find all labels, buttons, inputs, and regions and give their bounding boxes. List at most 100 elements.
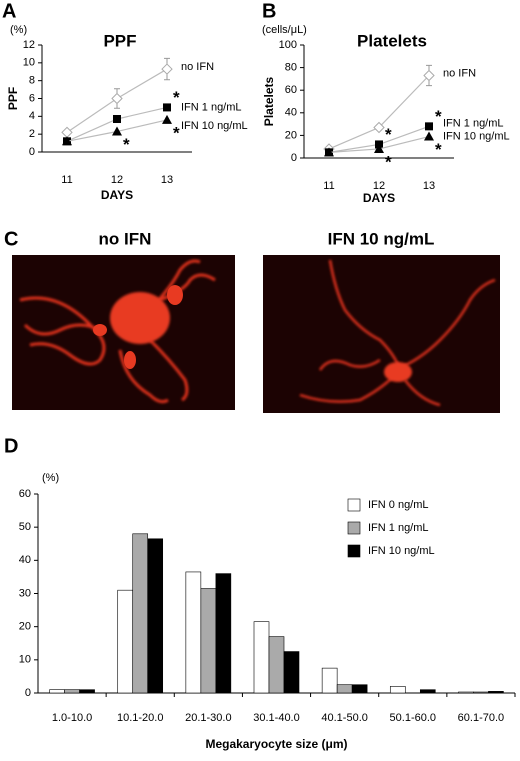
legend-label: IFN 0 ng/mL (368, 499, 429, 511)
x-tick-label: 11 (61, 174, 72, 186)
y-tick-label: 20 (19, 621, 31, 633)
bar (147, 538, 164, 694)
legend-swatch (347, 498, 361, 512)
marker (163, 103, 171, 112)
bar (64, 689, 80, 694)
y-tick-label: 10 (19, 654, 31, 666)
significance: * (435, 107, 442, 126)
y-tick-label: 12 (23, 39, 35, 51)
y-tick-label: 40 (285, 107, 297, 119)
legend-label: IFN 1 ng/mL (181, 101, 242, 113)
marker (161, 63, 173, 75)
x-tick-label: 13 (161, 174, 173, 186)
y-tick-label: 6 (29, 92, 35, 104)
y-tick-label: 60 (19, 488, 31, 500)
y-axis-label: PPF (6, 87, 20, 110)
panel-label: D (4, 435, 18, 457)
y-tick-label: 60 (285, 84, 297, 96)
y-tick-label: 50 (19, 521, 31, 533)
bar (351, 684, 368, 694)
chart-title: Platelets (357, 31, 427, 50)
bar (132, 533, 149, 694)
image-title: IFN 10 ng/mL (328, 229, 435, 248)
legend-label: IFN 1 ng/mL (443, 117, 504, 129)
bar (419, 689, 436, 694)
marker (324, 147, 334, 157)
y-tick-label: 30 (19, 587, 31, 599)
bar (473, 691, 489, 694)
bar (458, 691, 474, 694)
x-tick-label: 40.1-50.0 (321, 712, 367, 724)
y-tick-label: 80 (285, 62, 297, 74)
y-tick-label: 100 (279, 39, 297, 51)
unit-label: (cells/μL) (262, 24, 307, 36)
bar (389, 686, 406, 694)
panel-label: C (4, 228, 18, 250)
x-tick-label: 11 (323, 180, 334, 192)
x-tick-label: 60.1-70.0 (458, 712, 504, 724)
y-tick-label: 2 (29, 128, 35, 140)
x-tick-label: 12 (373, 180, 385, 192)
significance: * (385, 125, 392, 144)
y-tick-label: 0 (25, 687, 31, 699)
marker (162, 114, 172, 124)
bar (283, 651, 300, 694)
bar (200, 588, 217, 694)
marker (424, 131, 434, 141)
y-tick-label: 0 (29, 146, 35, 158)
bar (268, 636, 285, 694)
y-tick-label: 10 (23, 57, 35, 69)
y-tick-label: 8 (29, 75, 35, 87)
x-tick-label: 1.0-10.0 (52, 712, 92, 724)
bar (336, 684, 353, 694)
marker (113, 115, 121, 124)
legend-label: no IFN (443, 67, 476, 79)
x-tick-label: 13 (423, 180, 435, 192)
x-tick-label: 20.1-30.0 (185, 712, 231, 724)
bar (488, 691, 504, 694)
legend-label: IFN 1 ng/mL (368, 522, 429, 534)
x-tick-label: 10.1-20.0 (117, 712, 163, 724)
x-tick-label: 12 (111, 174, 123, 186)
series-line (328, 75, 430, 150)
x-tick-label: 50.1-60.0 (390, 712, 436, 724)
significance: * (173, 88, 180, 107)
legend-label: IFN 10 ng/mL (181, 120, 248, 132)
marker (425, 122, 433, 131)
marker (373, 121, 385, 134)
legend-swatch (347, 544, 361, 558)
legend-swatch (347, 521, 361, 535)
bar (117, 589, 134, 694)
bar (185, 571, 202, 694)
panel-label: A (2, 0, 16, 22)
unit-label: (%) (10, 24, 27, 36)
significance: * (435, 140, 442, 159)
y-tick-label: 40 (19, 554, 31, 566)
x-axis-label: DAYS (363, 191, 395, 205)
panel-label: B (262, 0, 276, 22)
significance: * (173, 123, 180, 142)
marker (61, 126, 73, 139)
marker (111, 92, 123, 105)
legend-label: no IFN (181, 61, 214, 73)
y-tick-label: 20 (285, 129, 297, 141)
x-axis-label: Megakaryocyte size (μm) (205, 737, 347, 751)
micrograph (12, 255, 500, 413)
image-title: no IFN (99, 229, 152, 248)
unit-label: (%) (42, 472, 59, 484)
marker (112, 126, 122, 136)
y-tick-label: 4 (29, 110, 35, 122)
x-axis-label: DAYS (101, 188, 133, 202)
chart-title: PPF (103, 31, 136, 50)
marker (62, 136, 72, 146)
marker (423, 69, 435, 82)
marker (374, 143, 384, 153)
y-axis-label: Platelets (262, 76, 276, 126)
significance: * (123, 135, 130, 154)
bar (321, 667, 338, 694)
x-tick-label: 30.1-40.0 (253, 712, 299, 724)
significance: * (385, 152, 392, 171)
bar (215, 573, 232, 694)
legend-label: IFN 10 ng/mL (443, 130, 510, 142)
